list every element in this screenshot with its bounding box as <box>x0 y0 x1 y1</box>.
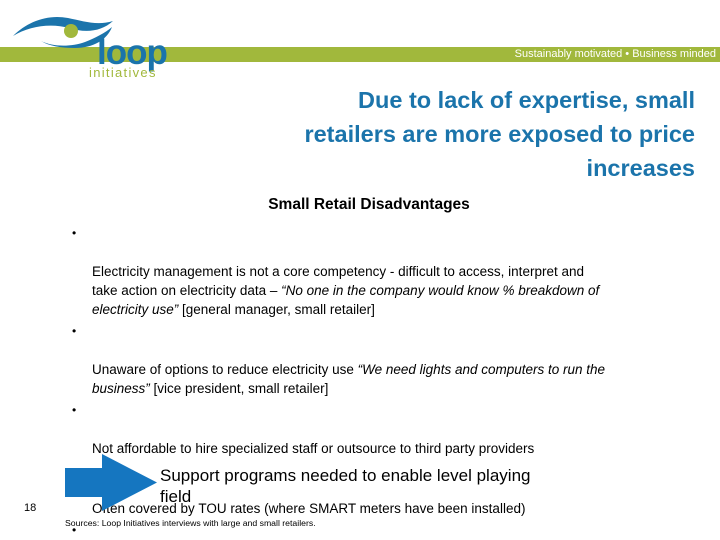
list-item: • Electricity management is not a core c… <box>70 224 720 319</box>
list-item: • Typically unaware of changes to rates … <box>70 521 720 540</box>
list-item: • Not affordable to hire specialized sta… <box>70 401 720 458</box>
logo-subtitle: initiatives <box>89 65 157 80</box>
banner-tagline: Sustainably motivated • Business minded <box>514 48 716 60</box>
bullet-text: Electricity management is not a core com… <box>92 264 600 317</box>
bullet-icon: • <box>72 226 77 240</box>
page-number: 18 <box>24 502 37 514</box>
bullet-icon: • <box>72 523 77 537</box>
logo-wordmark: loop <box>97 33 168 72</box>
bullet-text: Not affordable to hire specialized staff… <box>92 441 535 456</box>
slide-title: Due to lack of expertise, small retailer… <box>304 87 695 181</box>
section-subtitle: Small Retail Disadvantages <box>268 196 470 213</box>
bullet-icon: • <box>72 324 77 338</box>
right-arrow-icon <box>65 454 157 511</box>
list-item: • Often covered by TOU rates (where SMAR… <box>70 461 720 518</box>
list-item: • Unaware of options to reduce electrici… <box>70 322 720 398</box>
callout-text: Support programs needed to enable level … <box>160 466 531 506</box>
bullet-icon: • <box>72 403 77 417</box>
sources-note: Sources: Loop Initiatives interviews wit… <box>65 518 316 528</box>
disadvantages-list: • Electricity management is not a core c… <box>70 224 720 540</box>
loop-swoosh-icon <box>13 16 113 48</box>
header-green-bar: Sustainably motivated • Business minded <box>0 47 720 62</box>
bullet-text: Unaware of options to reduce electricity… <box>92 362 606 396</box>
bullet-text: Often covered by TOU rates (where SMART … <box>92 501 526 516</box>
